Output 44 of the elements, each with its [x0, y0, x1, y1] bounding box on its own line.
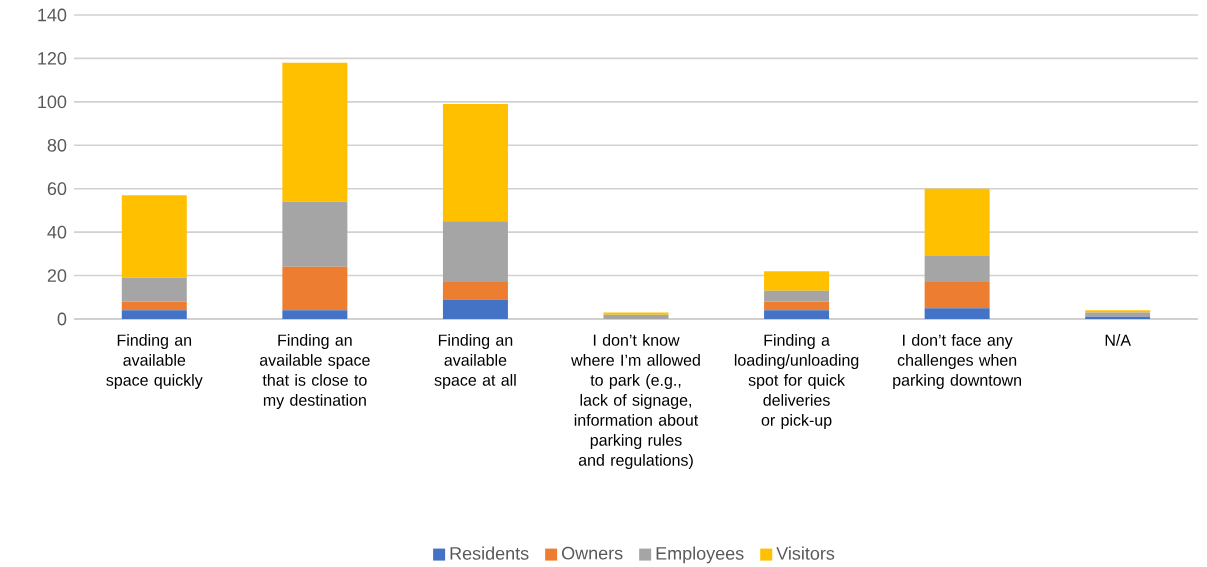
bar: [1085, 316, 1151, 319]
x-tick-label: I don’t face any challenges when parking downtown: [893, 334, 1022, 389]
bar: [764, 290, 830, 302]
bar: [121, 277, 187, 302]
x-tick-label: Finding a loading/unloading spot for quick deliveries or pick-up: [734, 334, 859, 429]
x-tick-label: Finding an available space quickly: [106, 334, 203, 389]
legend-label: Residents: [450, 546, 529, 560]
x-tick-label: I don’t know where I’m allowed to park (e.g., lack of signage, information about parking rules and regulations): [571, 334, 700, 469]
y-tick-label: 100: [38, 95, 67, 109]
bar: [924, 188, 990, 257]
bar: [442, 104, 508, 222]
bar: [121, 301, 187, 311]
bar: [282, 62, 348, 202]
legend-label: Visitors: [776, 546, 835, 560]
bar: [442, 221, 508, 283]
bar: [924, 282, 990, 309]
bar: [1085, 310, 1151, 313]
bar: [603, 314, 669, 319]
x-tick-label: Finding an available space at all: [434, 334, 516, 389]
bar: [121, 195, 187, 278]
y-tick-label: 40: [47, 225, 67, 239]
bar: [282, 266, 348, 311]
y-tick-label: 60: [47, 182, 67, 196]
y-tick-label: 120: [38, 52, 67, 65]
bar: [764, 271, 830, 291]
bar: [442, 299, 508, 319]
y-tick-label: 80: [47, 138, 67, 152]
legend-label: Owners: [562, 546, 623, 560]
legend-label: Employees: [656, 546, 744, 564]
bar: [121, 310, 187, 319]
y-tick-label: 20: [47, 269, 67, 282]
bar: [1085, 312, 1151, 317]
y-tick-label: 0: [57, 312, 67, 326]
bar: [282, 310, 348, 319]
x-tick-label: Finding an available space that is close to my destination: [259, 334, 370, 409]
bar: [764, 310, 830, 319]
y-tick-label: 140: [38, 8, 67, 22]
x-tick-label: N/A: [1105, 334, 1132, 346]
bar: [442, 282, 508, 300]
bar: [282, 201, 348, 267]
bar: [924, 308, 990, 319]
bar: [764, 301, 830, 311]
bar: [924, 256, 990, 283]
bar: [603, 312, 669, 315]
